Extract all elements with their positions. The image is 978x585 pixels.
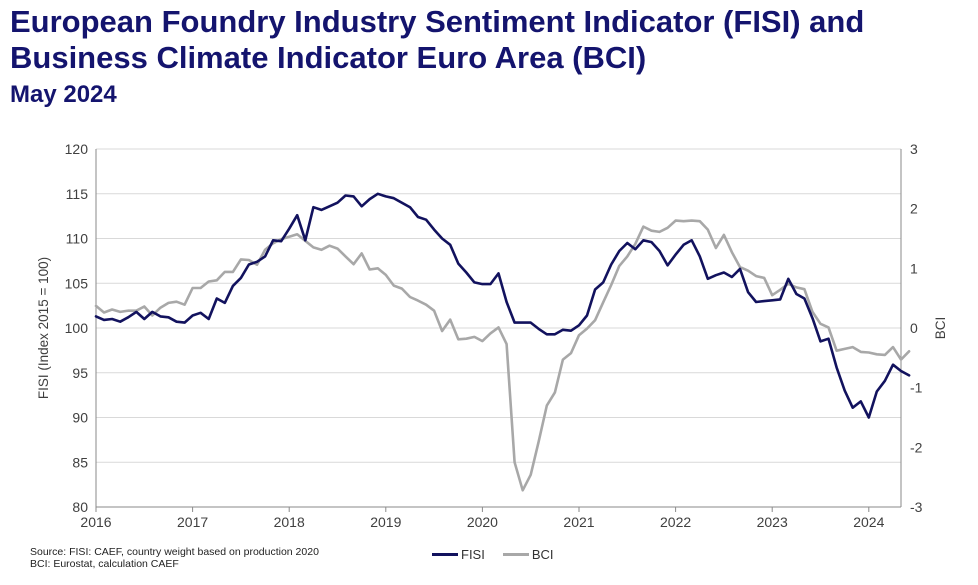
- source-note-2: BCI: Eurostat, calculation CAEF: [30, 558, 179, 570]
- x-tick-label: 2022: [660, 514, 691, 530]
- y-right-tick-label: -2: [910, 439, 923, 455]
- y-left-tick-label: 110: [66, 231, 89, 247]
- y-right-tick-label: 0: [910, 320, 918, 336]
- legend: FISI BCI: [432, 547, 554, 562]
- series-line-bci: [94, 219, 911, 492]
- chart-title: European Foundry Industry Sentiment Indi…: [10, 4, 864, 76]
- y-right-tick-label: 2: [910, 201, 918, 217]
- chart-subtitle: May 2024: [10, 81, 117, 108]
- y-left-tick-label: 95: [72, 365, 88, 381]
- x-tick-label: 2019: [370, 514, 401, 530]
- y-right-axis-title: BCI: [933, 317, 948, 340]
- y-left-tick-label: 80: [72, 499, 88, 515]
- series-line-fisi: [94, 192, 911, 419]
- legend-label-fisi: FISI: [461, 547, 485, 562]
- y-right-tick-label: -3: [910, 499, 923, 515]
- y-right-tick-label: -1: [910, 380, 923, 396]
- chart-title-line2: Business Climate Indicator Euro Area (BC…: [10, 40, 647, 75]
- x-tick-label: 2018: [274, 514, 305, 530]
- x-tick-label: 2017: [177, 514, 208, 530]
- x-tick-label: 2016: [80, 514, 111, 530]
- y-right-tick-label: 3: [910, 141, 918, 157]
- y-left-tick-label: 115: [66, 186, 89, 202]
- y-left-tick-label: 90: [72, 410, 88, 426]
- y-left-tick-label: 85: [72, 454, 88, 470]
- x-tick-label: 2021: [563, 514, 594, 530]
- y-left-tick-label: 100: [65, 320, 89, 336]
- legend-label-bci: BCI: [531, 547, 554, 562]
- legend-swatch-fisi: [432, 553, 458, 556]
- x-tick-label: 2020: [467, 514, 498, 530]
- y-left-axis-title: FISI (Index 2015 = 100): [36, 257, 51, 399]
- legend-item-fisi: FISI: [432, 547, 485, 562]
- y-left-tick-label: 120: [65, 141, 89, 157]
- source-note-1: Source: FISI: CAEF, country weight based…: [30, 546, 319, 558]
- legend-swatch-bci: [502, 553, 529, 556]
- y-right-tick-label: 1: [910, 260, 918, 276]
- x-tick-label: 2023: [757, 514, 788, 530]
- chart-title-line1: European Foundry Industry Sentiment Indi…: [10, 4, 865, 39]
- x-tick-label: 2024: [853, 514, 884, 530]
- legend-item-bci: BCI: [502, 547, 554, 562]
- y-left-tick-label: 105: [65, 275, 89, 291]
